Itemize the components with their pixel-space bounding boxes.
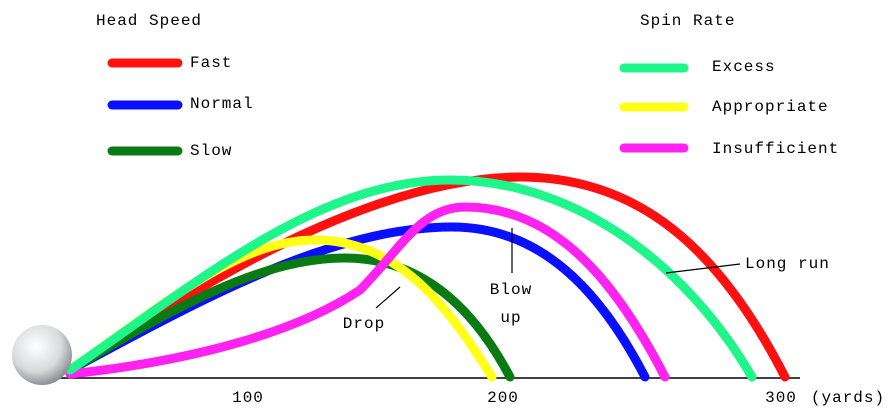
legend-label: Fast — [190, 54, 232, 72]
diagram: Head Speed Fast Normal Slow Spin Rate Ex… — [0, 0, 896, 413]
axis-unit: (yards) — [811, 389, 885, 407]
legend-title: Head Speed — [96, 12, 202, 30]
legend-label: Slow — [190, 142, 232, 160]
trajectory-insufficient — [70, 207, 665, 377]
axis-tick-label: 200 — [487, 389, 519, 407]
legend-label: Normal — [190, 95, 254, 113]
legend-label: Excess — [712, 58, 776, 76]
annotation: Blow — [490, 281, 532, 299]
trajectory-appropriate — [70, 240, 492, 377]
axis-tick-label: 100 — [232, 389, 264, 407]
annotation: Drop — [343, 315, 385, 333]
legend-title: Spin Rate — [640, 12, 735, 30]
legend-label: Insufficient — [712, 140, 839, 158]
annotation: Long run — [745, 255, 830, 273]
annotation-pointer — [376, 287, 400, 308]
golf-ball — [12, 325, 72, 385]
annotation-pointer — [666, 264, 740, 273]
annotation: up — [500, 309, 521, 327]
axis-tick-label: 300 — [765, 389, 797, 407]
legend-label: Appropriate — [712, 98, 829, 116]
